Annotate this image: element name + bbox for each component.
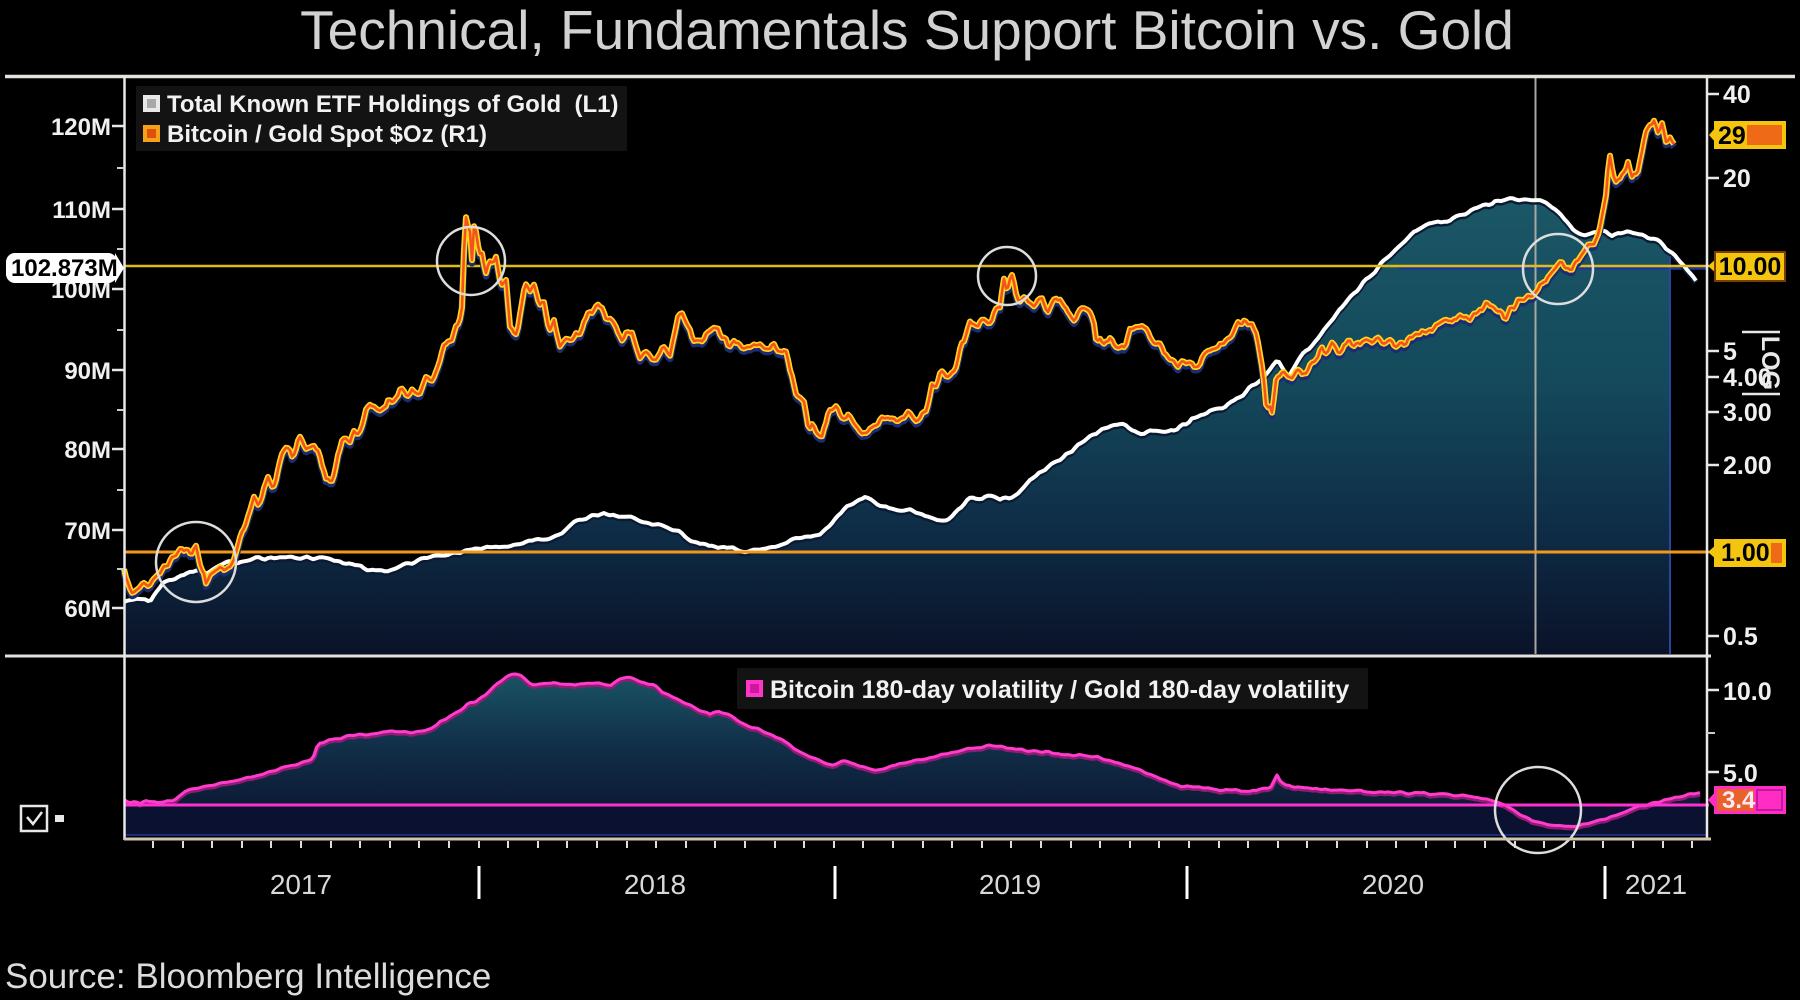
svg-text:1.00: 1.00	[1721, 539, 1770, 567]
svg-text:5.0: 5.0	[1723, 760, 1758, 788]
svg-text:2019: 2019	[979, 869, 1041, 900]
svg-text:3.00: 3.00	[1723, 399, 1772, 427]
svg-text:Total Known ETF Holdings of Go: Total Known ETF Holdings of Gold (L1)	[167, 91, 619, 118]
svg-text:2017: 2017	[270, 869, 332, 900]
svg-text:Source: Bloomberg Intelligence: Source: Bloomberg Intelligence	[5, 957, 491, 996]
svg-text:2021: 2021	[1625, 869, 1687, 900]
svg-text:2020: 2020	[1362, 869, 1424, 900]
svg-text:2018: 2018	[624, 869, 686, 900]
svg-text:120M: 120M	[51, 114, 111, 141]
svg-text:Technical, Fundamentals Suppor: Technical, Fundamentals Support Bitcoin …	[300, 0, 1514, 61]
svg-text:20: 20	[1723, 165, 1751, 193]
svg-text:110M: 110M	[52, 197, 111, 224]
svg-text:60M: 60M	[64, 596, 111, 623]
svg-text:5: 5	[1723, 338, 1737, 366]
svg-text:0.5: 0.5	[1723, 623, 1758, 651]
svg-text:70M: 70M	[64, 518, 111, 545]
svg-text:90M: 90M	[64, 358, 111, 385]
svg-text:3.4: 3.4	[1722, 787, 1756, 814]
svg-text:2.00: 2.00	[1723, 452, 1772, 480]
svg-text:40: 40	[1723, 81, 1751, 109]
svg-text:4.00: 4.00	[1723, 364, 1772, 392]
svg-text:Bitcoin 180-day volatility / G: Bitcoin 180-day volatility / Gold 180-da…	[770, 676, 1349, 704]
svg-text:80M: 80M	[64, 437, 111, 464]
svg-text:Bitcoin / Gold Spot $Oz (R1): Bitcoin / Gold Spot $Oz (R1)	[167, 121, 487, 148]
svg-text:10.0: 10.0	[1723, 678, 1772, 706]
svg-text:LOG: LOG	[1756, 336, 1784, 390]
svg-text:102.873M: 102.873M	[11, 255, 118, 282]
svg-text:10.00: 10.00	[1719, 253, 1782, 281]
svg-text:29: 29	[1718, 122, 1746, 150]
